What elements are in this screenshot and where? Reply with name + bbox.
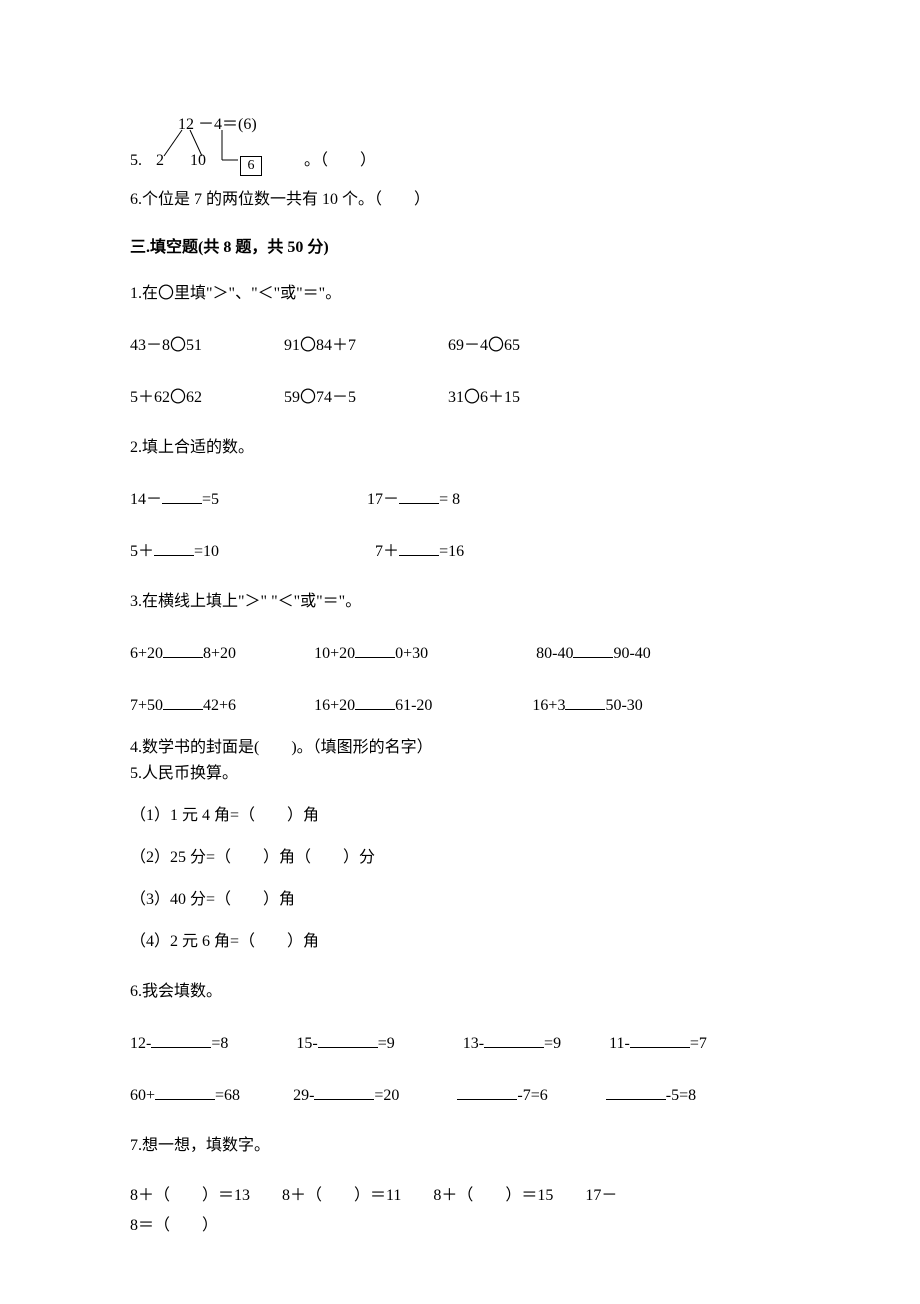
s3q6-r1d-post: =7 bbox=[690, 1035, 707, 1052]
q5-suffix: 。（ ） bbox=[304, 146, 376, 170]
s3q6-r1b-post: =9 bbox=[378, 1035, 395, 1052]
s3q2-r2b-pre: 7＋ bbox=[375, 543, 399, 560]
s3q2-r1b-pre: 17－ bbox=[367, 491, 399, 508]
s3q3-r1-a1: 6+20 bbox=[130, 645, 163, 662]
s3q3-title: 3.在横线上填上"＞" "＜"或"＝"。 bbox=[130, 590, 790, 614]
question-6: 6.个位是 7 的两位数一共有 10 个。（ ） bbox=[130, 188, 790, 212]
bd-box-num: 6 bbox=[240, 156, 262, 176]
s3q2-r2b-post: =16 bbox=[439, 543, 464, 560]
s3q2-r1b-post: = 8 bbox=[439, 491, 460, 508]
s3q1-r2a: 5＋62〇62 bbox=[130, 386, 280, 410]
s3q4: 4.数学书的封面是( )。（填图形的名字） bbox=[130, 736, 790, 760]
s3q2-r1a-pre: 14－ bbox=[130, 491, 162, 508]
s3q3-r2-a1: 7+50 bbox=[130, 697, 163, 714]
question-5: 5. 12 －4＝(6) 2 10 6 。（ ） bbox=[130, 110, 790, 170]
s3q6-r1d-pre: 11- bbox=[609, 1035, 630, 1052]
s3q5-i3: （3）40 分=（ ）角 bbox=[130, 888, 790, 912]
s3q6-r2d-post: -5=8 bbox=[666, 1087, 696, 1104]
worksheet-page: 5. 12 －4＝(6) 2 10 6 。（ ） 6.个位是 7 的两位数一共有… bbox=[0, 0, 920, 1304]
s3q3-r1-b2: 0+30 bbox=[395, 645, 428, 662]
blank-input[interactable] bbox=[399, 542, 439, 556]
s3q3-r2-c2: 50-30 bbox=[605, 697, 642, 714]
s3q5-title: 5.人民币换算。 bbox=[130, 762, 790, 786]
blank-input[interactable] bbox=[154, 542, 194, 556]
s3q6-r1c-post: =9 bbox=[544, 1035, 561, 1052]
blank-input[interactable] bbox=[484, 1034, 544, 1048]
s3q6-r2a-post: =68 bbox=[215, 1087, 240, 1104]
s3q3-r1-c2: 90-40 bbox=[613, 645, 650, 662]
blank-input[interactable] bbox=[355, 696, 395, 710]
s3q5-i2: （2）25 分=（ ）角（ ）分 bbox=[130, 846, 790, 870]
s3q3-r1-b1: 10+20 bbox=[314, 645, 355, 662]
s3q7-line2: 8＝（ ） bbox=[130, 1214, 790, 1238]
s3q6-r2a-pre: 60+ bbox=[130, 1087, 155, 1104]
s3q6-row2: 60+ =68 29- =20 -7=6 -5=8 bbox=[130, 1084, 790, 1108]
s3q7-line1: 8＋（ ）＝13 8＋（ ）＝11 8＋（ ）＝15 17－ bbox=[130, 1184, 790, 1208]
section-3-header: 三.填空题(共 8 题，共 50 分) bbox=[130, 236, 790, 260]
s3q7-title: 7.想一想，填数字。 bbox=[130, 1134, 790, 1158]
s3q6-r1b-pre: 15- bbox=[296, 1035, 317, 1052]
blank-input[interactable] bbox=[314, 1086, 374, 1100]
blank-input[interactable] bbox=[630, 1034, 690, 1048]
blank-input[interactable] bbox=[318, 1034, 378, 1048]
blank-input[interactable] bbox=[163, 696, 203, 710]
branch-diagram: 12 －4＝(6) 2 10 6 bbox=[148, 110, 298, 170]
s3q3-row2: 7+50 42+6 16+20 61-20 16+3 50-30 bbox=[130, 694, 790, 718]
s3q3-r1-c1: 80-40 bbox=[536, 645, 573, 662]
blank-input[interactable] bbox=[355, 644, 395, 658]
s3q1-row2: 5＋62〇62 59〇74－5 31〇6＋15 bbox=[130, 386, 790, 410]
s3q2-r1a-post: =5 bbox=[202, 491, 219, 508]
s3q6-r1c-pre: 13- bbox=[463, 1035, 484, 1052]
blank-input[interactable] bbox=[565, 696, 605, 710]
blank-input[interactable] bbox=[155, 1086, 215, 1100]
s3q2-title: 2.填上合适的数。 bbox=[130, 436, 790, 460]
s3q3-row1: 6+20 8+20 10+20 0+30 80-40 90-40 bbox=[130, 642, 790, 666]
branch-lines-icon bbox=[160, 128, 290, 172]
s3q6-r2b-pre: 29- bbox=[293, 1087, 314, 1104]
bd-mid-num: 10 bbox=[190, 152, 206, 170]
s3q6-r2b-post: =20 bbox=[374, 1087, 399, 1104]
s3q1-row1: 43－8〇51 91〇84＋7 69－4〇65 bbox=[130, 334, 790, 358]
s3q6-r1a-post: =8 bbox=[211, 1035, 228, 1052]
bd-left-num: 2 bbox=[156, 152, 164, 170]
s3q2-row2: 5＋ =10 7＋ =16 bbox=[130, 540, 790, 564]
s3q3-r1-a2: 8+20 bbox=[203, 645, 236, 662]
blank-input[interactable] bbox=[162, 490, 202, 504]
s3q6-r2c-post: -7=6 bbox=[517, 1087, 547, 1104]
blank-input[interactable] bbox=[399, 490, 439, 504]
q5-number: 5. bbox=[130, 152, 142, 170]
blank-input[interactable] bbox=[457, 1086, 517, 1100]
blank-input[interactable] bbox=[151, 1034, 211, 1048]
s3q2-row1: 14－ =5 17－ = 8 bbox=[130, 488, 790, 512]
s3q3-r2-b1: 16+20 bbox=[314, 697, 355, 714]
s3q1-r2c: 31〇6＋15 bbox=[448, 389, 520, 406]
blank-input[interactable] bbox=[606, 1086, 666, 1100]
s3q3-r2-b2: 61-20 bbox=[395, 697, 432, 714]
s3q2-r2a-pre: 5＋ bbox=[130, 543, 154, 560]
s3q1-r2b: 59〇74－5 bbox=[284, 386, 444, 410]
s3q1-r1c: 69－4〇65 bbox=[448, 337, 520, 354]
s3q1-title: 1.在〇里填"＞"、"＜"或"＝"。 bbox=[130, 282, 790, 306]
s3q6-r1a-pre: 12- bbox=[130, 1035, 151, 1052]
blank-input[interactable] bbox=[573, 644, 613, 658]
blank-input[interactable] bbox=[163, 644, 203, 658]
s3q6-title: 6.我会填数。 bbox=[130, 980, 790, 1004]
s3q1-r1b: 91〇84＋7 bbox=[284, 334, 444, 358]
s3q3-r2-a2: 42+6 bbox=[203, 697, 236, 714]
s3q5-i1: （1）1 元 4 角=（ ）角 bbox=[130, 804, 790, 828]
s3q6-row1: 12- =8 15- =9 13- =9 11- =7 bbox=[130, 1032, 790, 1056]
s3q3-r2-c1: 16+3 bbox=[532, 697, 565, 714]
s3q1-r1a: 43－8〇51 bbox=[130, 334, 280, 358]
s3q5-i4: （4）2 元 6 角=（ ）角 bbox=[130, 930, 790, 954]
s3q2-r2a-post: =10 bbox=[194, 543, 219, 560]
